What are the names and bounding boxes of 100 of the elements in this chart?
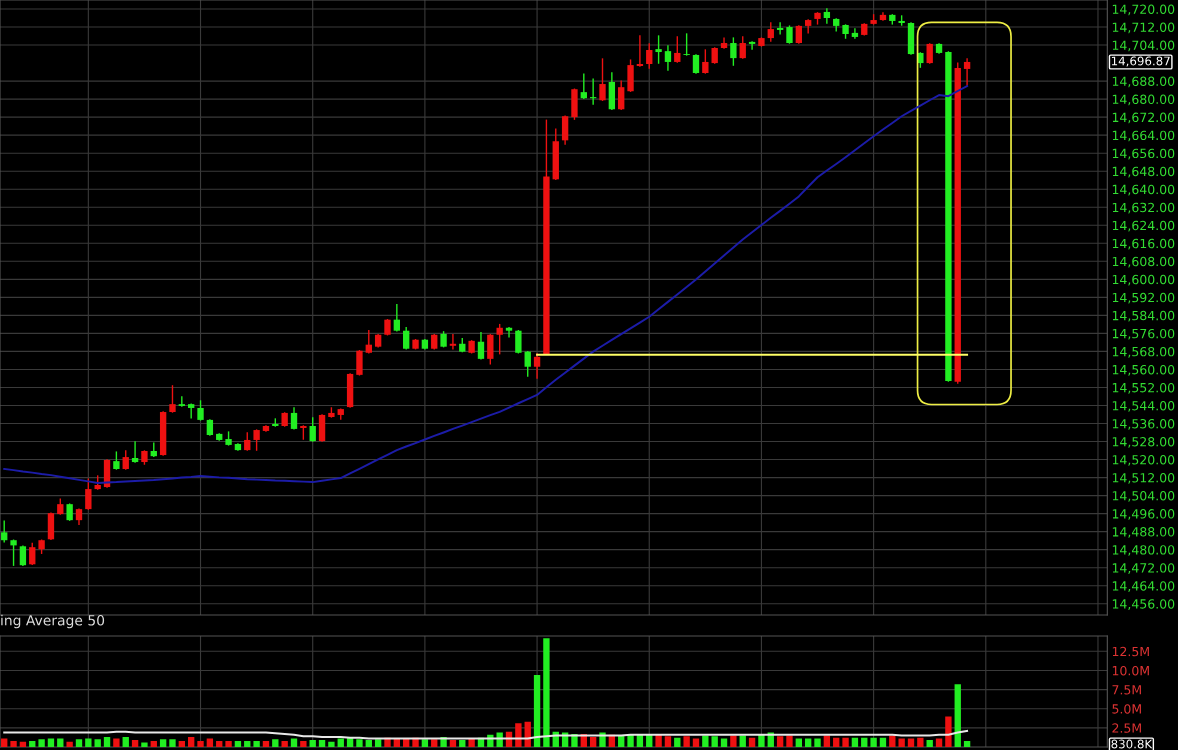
candlestick	[804, 19, 812, 34]
y-tick-label: 14,560.00	[1112, 364, 1175, 376]
bar	[599, 732, 606, 747]
y-tick-label: 14,680.00	[1112, 94, 1175, 106]
bar	[786, 735, 793, 747]
candlestick	[253, 429, 260, 451]
y-tick-label: 14,720.00	[1112, 4, 1175, 16]
bar	[197, 740, 204, 747]
candlestick	[767, 22, 774, 42]
bar	[917, 737, 924, 747]
y-tick-label: 14,568.00	[1112, 346, 1175, 358]
bar	[561, 732, 569, 747]
candlestick	[926, 43, 933, 64]
y-tick-label: 2.5M	[1112, 723, 1141, 733]
bar	[272, 739, 279, 747]
y-tick-label: 14,528.00	[1112, 437, 1175, 448]
candlestick	[664, 45, 672, 71]
bar	[702, 735, 709, 747]
candlestick	[131, 441, 139, 463]
bar	[543, 638, 550, 747]
bar	[365, 740, 372, 747]
bar	[169, 739, 176, 747]
y-tick-label: 14,688.00	[1112, 76, 1175, 88]
candlestick	[618, 80, 625, 110]
y-tick-label: 14,496.00	[1112, 509, 1175, 520]
y-tick-label: 14,488.00	[1112, 527, 1175, 538]
candlestick	[655, 35, 662, 64]
y-tick-label: 7.5M	[1112, 685, 1141, 695]
bar	[29, 740, 36, 747]
candlestick	[730, 37, 737, 66]
y-tick-label: 14,624.00	[1112, 220, 1175, 232]
candlestick	[477, 332, 485, 360]
candlestick	[403, 327, 410, 350]
candlestick	[599, 58, 606, 101]
candlestick	[309, 417, 316, 442]
bar	[571, 733, 578, 747]
y-tick-label: 14,584.00	[1112, 310, 1175, 322]
bar	[870, 737, 877, 747]
bar	[449, 740, 457, 747]
bar	[216, 740, 223, 747]
candlestick	[692, 54, 700, 74]
y-tick-label: 14,632.00	[1112, 202, 1175, 214]
bar	[225, 740, 232, 747]
bar	[823, 735, 831, 747]
y-tick-label: 14,704.00	[1112, 40, 1175, 52]
bar	[730, 735, 737, 747]
y-tick-label: 14,480.00	[1112, 545, 1175, 556]
bar	[674, 737, 681, 747]
text: 14,696.87	[1111, 56, 1170, 67]
line-series	[3, 85, 969, 484]
bar	[627, 734, 634, 747]
bar	[814, 738, 821, 747]
bar	[748, 737, 756, 747]
bar	[879, 737, 887, 747]
bar	[188, 737, 195, 747]
candlestick	[393, 303, 401, 332]
bar	[776, 736, 784, 747]
y-tick-label: 14,536.00	[1112, 418, 1175, 430]
bar	[328, 741, 335, 747]
y-tick-label: 14,544.00	[1112, 400, 1175, 412]
bar	[589, 737, 597, 747]
bar	[926, 740, 933, 747]
bar	[459, 740, 466, 747]
candlestick	[505, 327, 513, 338]
line-series	[3, 729, 969, 740]
bar	[954, 684, 961, 747]
bar	[618, 735, 625, 747]
y-tick-label: 14,664.00	[1112, 130, 1175, 142]
bar	[318, 740, 326, 747]
bar	[131, 740, 139, 747]
bar	[85, 738, 92, 747]
y-tick-label: 14,616.00	[1112, 238, 1175, 250]
bar	[10, 740, 17, 747]
y-tick-label: 14,608.00	[1112, 256, 1175, 268]
y-tick-label: 14,464.00	[1112, 581, 1175, 592]
bar	[300, 740, 307, 747]
y-tick-label: 10.0M	[1112, 665, 1149, 676]
y-tick-label: 14,640.00	[1112, 184, 1175, 196]
bar	[141, 742, 148, 747]
text: 830.8K	[1111, 739, 1153, 749]
y-tick-label: 14,576.00	[1112, 328, 1175, 340]
y-tick-label: 14,520.00	[1112, 455, 1175, 466]
y-tick-label: 14,672.00	[1112, 112, 1175, 124]
candlestick	[29, 542, 36, 566]
bar	[262, 740, 270, 747]
bar	[150, 740, 157, 747]
candlestick	[851, 28, 859, 39]
candlestick	[748, 41, 756, 50]
y-tick-label: 14,648.00	[1112, 166, 1175, 178]
y-tick-label: 14,592.00	[1112, 292, 1175, 304]
bar	[66, 741, 73, 747]
candlestick	[10, 539, 17, 566]
candlestick	[702, 49, 709, 74]
candlestick	[178, 396, 186, 407]
candlestick	[823, 8, 831, 24]
bar	[898, 738, 905, 747]
candlestick	[580, 73, 587, 99]
bar	[103, 737, 111, 747]
candlestick	[533, 353, 541, 379]
candlestick	[1, 520, 8, 543]
